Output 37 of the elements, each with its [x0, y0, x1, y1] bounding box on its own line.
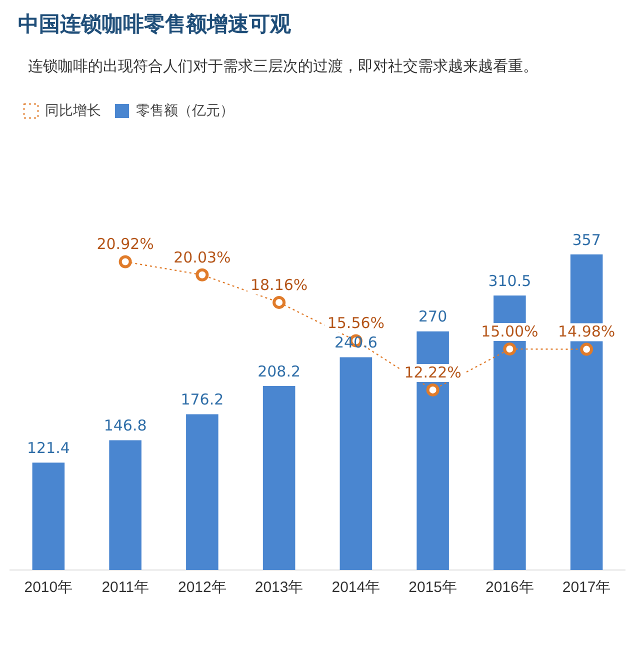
- x-tick-label: 2011年: [102, 579, 149, 596]
- data-label: 357: [572, 230, 601, 249]
- chart-subtitle: 连锁咖啡的出现符合人们对于需求三层次的过渡，即对社交需求越来越看重。: [28, 56, 539, 77]
- data-label: 20.92%: [96, 235, 154, 254]
- x-tick-label: 2014年: [332, 579, 380, 596]
- data-label: 270: [418, 308, 448, 326]
- point: [118, 255, 132, 268]
- data-label: 14.98%: [558, 322, 616, 341]
- x-tick-label: 2015年: [408, 579, 457, 596]
- point: [580, 342, 594, 356]
- point: [196, 268, 209, 282]
- data-label: 208.2: [258, 362, 301, 380]
- bar: [262, 386, 296, 570]
- data-label: 146.8: [104, 416, 147, 435]
- x-tick-label: 2010年: [24, 579, 73, 596]
- data-label: 176.2: [180, 390, 224, 409]
- bar: [340, 357, 372, 570]
- chart-title: 中国连锁咖啡零售额增速可观: [18, 11, 292, 38]
- x-tick-label: 2016年: [486, 579, 534, 596]
- point: [503, 342, 516, 356]
- x-tick-label: 2013年: [254, 579, 304, 596]
- bar: [109, 440, 142, 570]
- bar: [186, 414, 218, 570]
- data-label: 20.03%: [174, 248, 231, 266]
- x-tick-label: 2017年: [562, 579, 611, 596]
- bar: [32, 462, 65, 570]
- data-label: 12.22%: [404, 363, 462, 382]
- data-label: 310.5: [488, 272, 532, 290]
- legend-label: 零售额（亿元）: [136, 102, 234, 118]
- point: [426, 383, 440, 396]
- data-label: 121.4: [26, 439, 70, 458]
- point: [272, 296, 286, 309]
- x-tick-label: 2012年: [178, 579, 226, 596]
- legend-label: 同比增长: [45, 102, 101, 118]
- data-label: 18.16%: [250, 276, 308, 294]
- data-label: 15.56%: [327, 314, 385, 332]
- data-label: 15.00%: [481, 322, 538, 340]
